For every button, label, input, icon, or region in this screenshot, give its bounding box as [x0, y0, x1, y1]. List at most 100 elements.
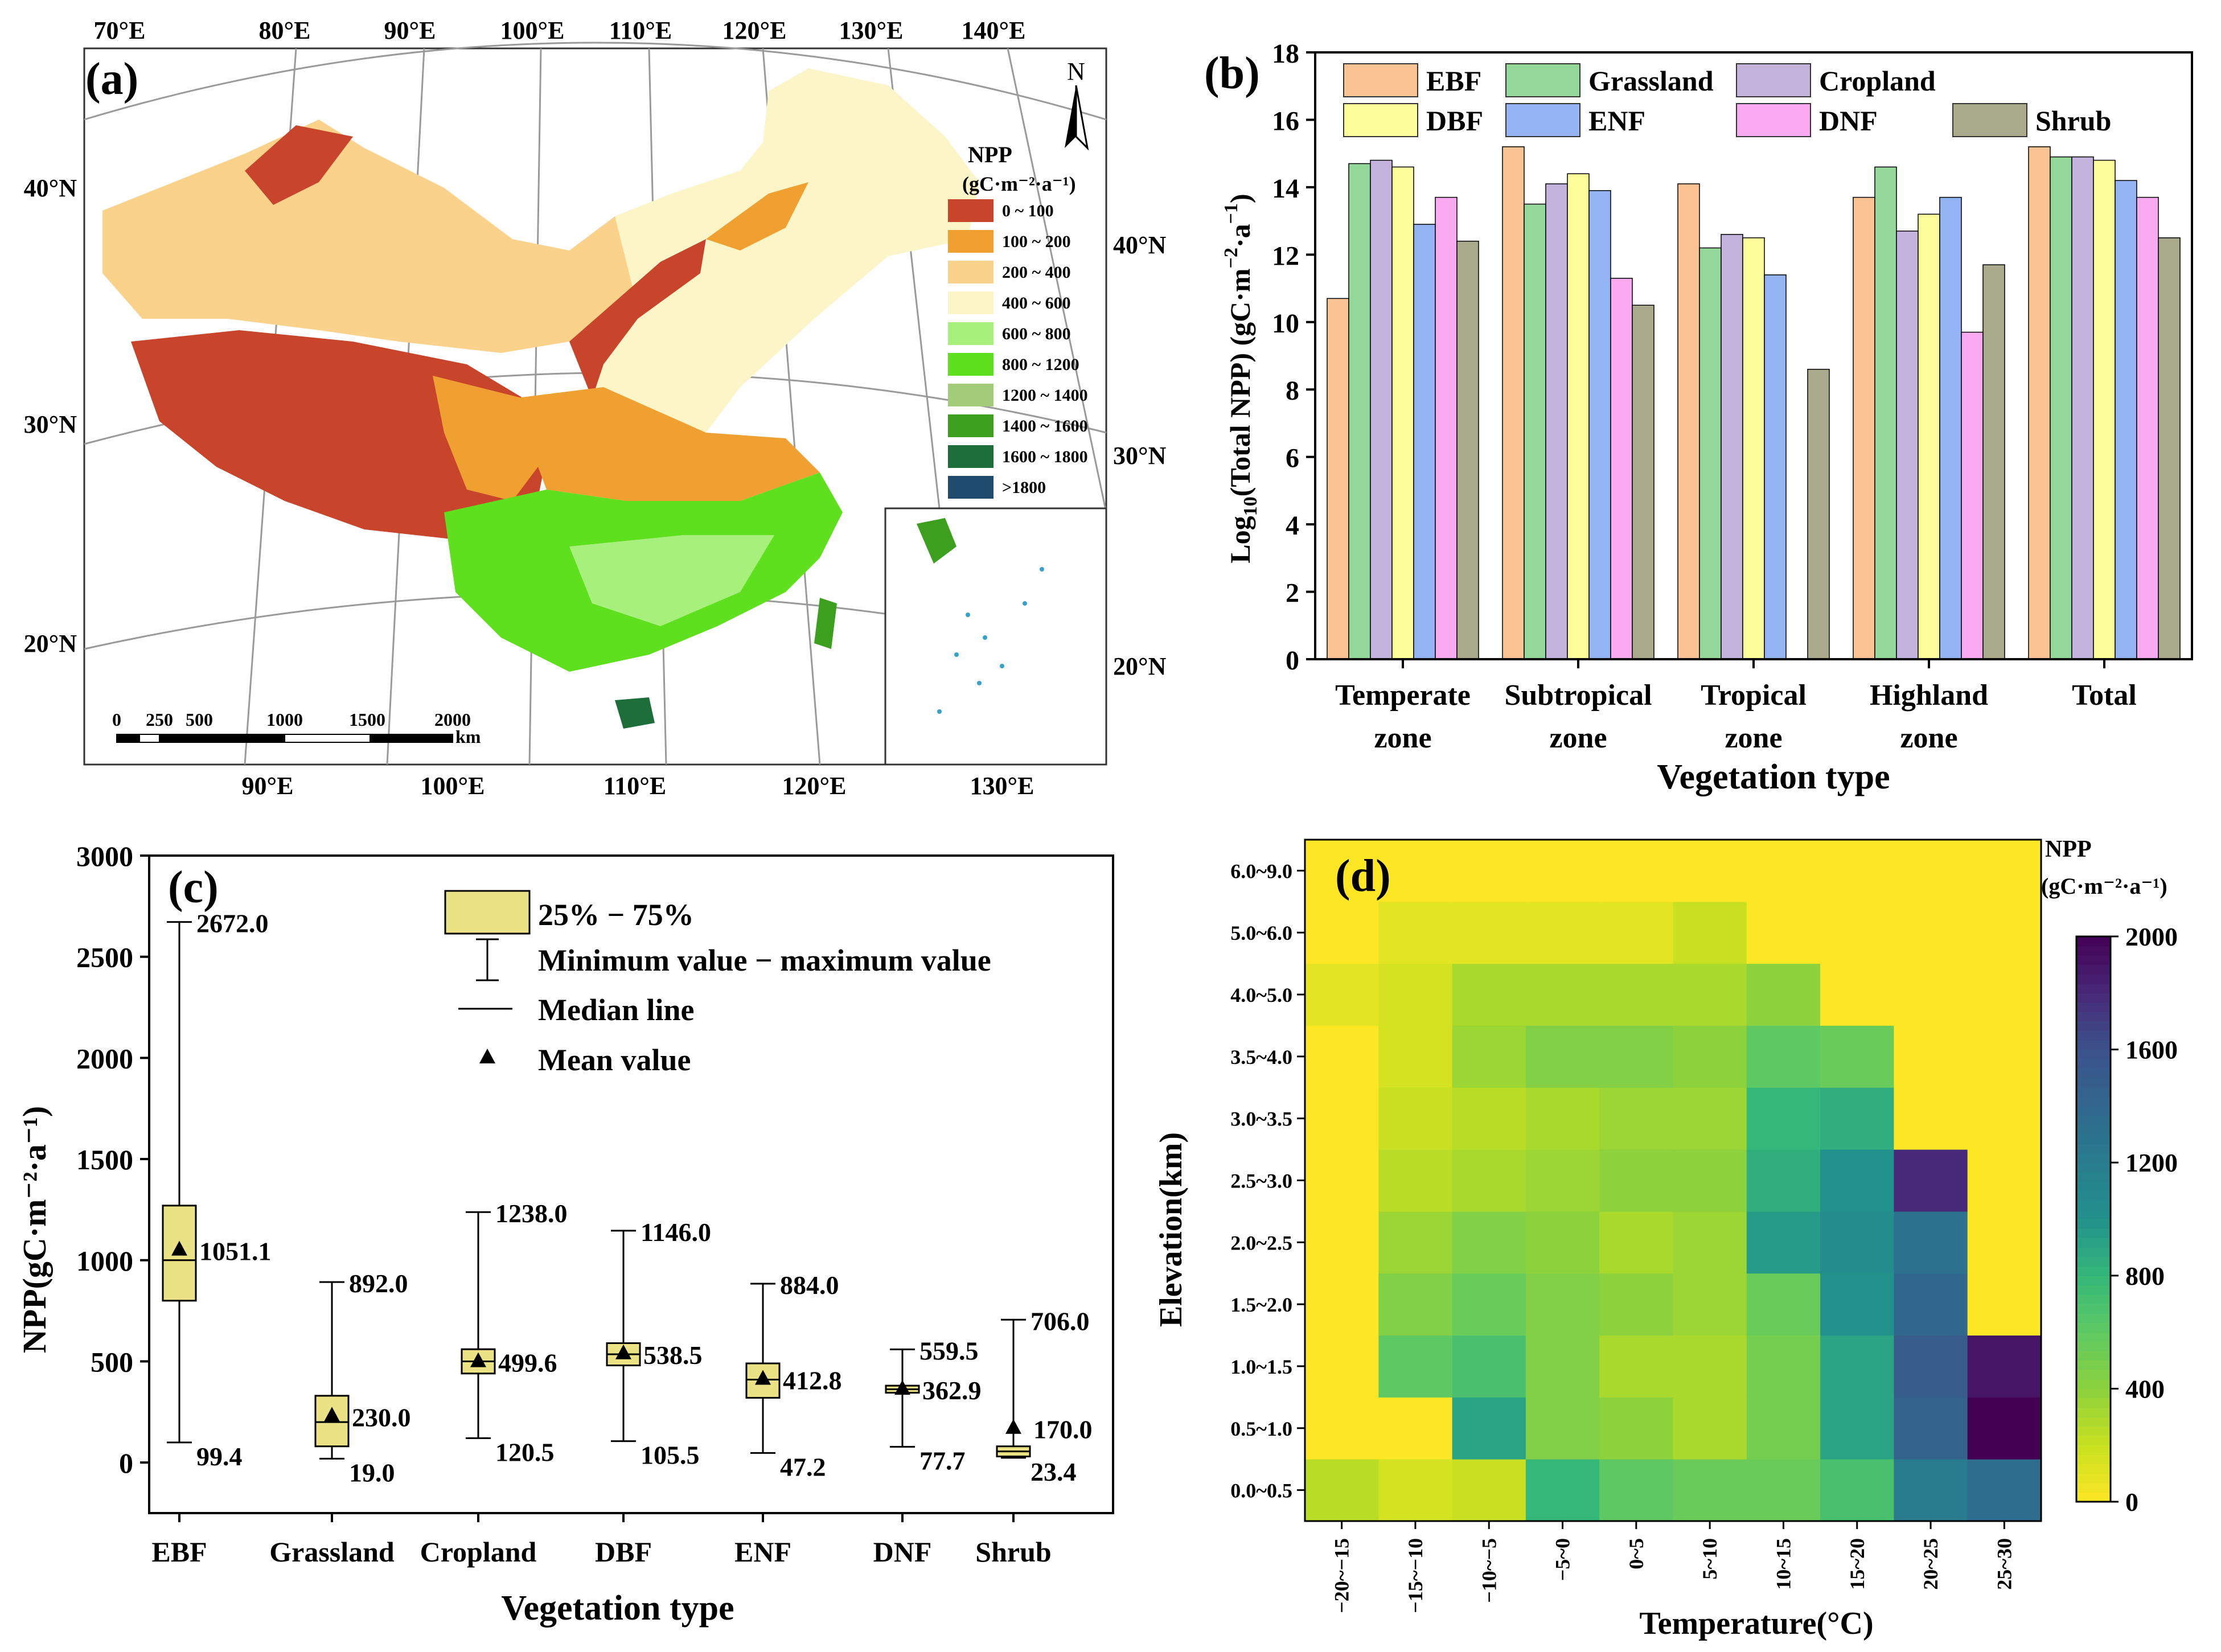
x-tick-label: EBF [151, 1536, 207, 1568]
heatmap-cell [1525, 1273, 1600, 1336]
heatmap-cell [1378, 1335, 1453, 1398]
scale-segment [179, 734, 285, 743]
heatmap-cell [1673, 840, 1747, 902]
longitude-label: 100°E [500, 17, 565, 44]
colorbar-segment [2076, 993, 2111, 1003]
north-arrow-icon: N [1065, 57, 1089, 151]
heatmap-cell [1820, 840, 1894, 902]
legend-label: 1200 ~ 1400 [1002, 386, 1088, 405]
colorbar-segment [2076, 1426, 2111, 1436]
y-tick-label: 1.5~2.0 [1230, 1293, 1292, 1316]
colorbar-segment [2076, 1407, 2111, 1417]
y-tick-label: 6 [1286, 443, 1299, 474]
max-label: 1146.0 [641, 1218, 711, 1247]
y-tick-label: 0.0~0.5 [1230, 1480, 1292, 1502]
bar-dnf [1435, 196, 1458, 660]
heatmap-cell [1525, 840, 1600, 902]
y-tick-label: 14 [1272, 174, 1299, 204]
mean-label: 499.6 [498, 1349, 557, 1378]
bar-dnf [1610, 278, 1633, 660]
heatmap-cell [1452, 840, 1526, 902]
x-tick-label: zone [1900, 722, 1957, 754]
heatmap-cell [1599, 963, 1673, 1026]
colorbar-tick-label: 400 [2125, 1374, 2165, 1403]
heatmap-cell [1525, 1087, 1600, 1150]
colorbar-segment [2076, 1482, 2111, 1493]
longitude-label: 90°E [242, 772, 294, 800]
x-tick-label: Total [2072, 679, 2137, 712]
heatmap-cell [1820, 1087, 1894, 1150]
mean-marker [894, 1380, 910, 1395]
min-label: 105.5 [641, 1441, 700, 1470]
scale-segment [159, 734, 180, 743]
axes: 0 500 1000 1500 2000 2500 3000 EBF Grassland Crop… [76, 840, 1114, 1568]
heatmap-cell [1305, 1149, 1379, 1212]
heatmap-cell [1820, 1459, 1894, 1522]
longitude-label: 130°E [970, 772, 1034, 800]
heatmap-cell [1967, 1025, 2042, 1088]
bar-cropland [1721, 234, 1743, 660]
colorbar-segment [2076, 946, 2111, 956]
panel-a-map: 70°E 80°E 90°E 100°E 110°E 120°E 130°E 140°E 90… [24, 17, 1167, 800]
legend-label: DNF [1819, 105, 1878, 137]
colorbar-segment [2076, 1030, 2111, 1041]
longitude-label: 120°E [722, 17, 787, 44]
heatmap-cell [1305, 1273, 1379, 1336]
heatmap-cell [1967, 1087, 2042, 1150]
colorbar-segment [2076, 1200, 2111, 1210]
longitude-label: 110°E [604, 772, 667, 800]
heatmap-cell [1599, 840, 1673, 902]
bar-dbf [1391, 166, 1414, 660]
heatmap-cell [1452, 901, 1526, 964]
colorbar-segment [2076, 1247, 2111, 1258]
heatmap-cell [1746, 1211, 1821, 1274]
colorbar-segment [2076, 1012, 2111, 1022]
bar-enf [1413, 224, 1436, 660]
bars [1327, 146, 2181, 660]
region-northeast-orange [706, 182, 808, 250]
bar-enf [1939, 196, 1962, 660]
mean-marker [171, 1240, 187, 1256]
heatmap-cell [1673, 901, 1747, 964]
heatmap-cell [1967, 1397, 2042, 1460]
longitude-label: 80°E [259, 17, 311, 44]
legend-swatch [1343, 63, 1418, 97]
y-tick-label: 2000 [76, 1042, 133, 1074]
colorbar-segment [2076, 1360, 2111, 1370]
x-tick-label: Highland [1870, 679, 1988, 712]
scale-tick-label: 250 [146, 709, 173, 730]
heatmap-cell [1894, 1397, 1968, 1460]
x-tick-label: −5~0 [1551, 1538, 1574, 1581]
colorbar-segment [2076, 1153, 2111, 1163]
bar-ebf [1327, 298, 1349, 660]
colorbar-segment [2076, 1417, 2111, 1427]
bar-shrub [1456, 240, 1479, 660]
legend-swatch [1505, 63, 1580, 97]
region-central-orange [512, 387, 820, 501]
heatmap-cell [1305, 1211, 1379, 1274]
colorbar-segment [2076, 1049, 2111, 1059]
colorbar-segment [2076, 1228, 2111, 1239]
region-loess-red [569, 239, 706, 398]
x-axis-label: Vegetation type [501, 1589, 734, 1628]
bar-dbf [1567, 173, 1590, 660]
max-label: 892.0 [349, 1269, 408, 1298]
scale-tick-label: 500 [186, 709, 213, 730]
min-label: 19.0 [349, 1458, 395, 1487]
heatmap-cell [1378, 1459, 1453, 1522]
mean-label: 170.0 [1033, 1415, 1093, 1444]
heatmap-cell [1894, 1273, 1968, 1336]
inset-land [917, 518, 956, 564]
heatmap-cell [1452, 1397, 1526, 1460]
heatmap-cell [1673, 1335, 1747, 1398]
heatmap-cell [1820, 963, 1894, 1026]
y-tick-label: 6.0~9.0 [1230, 860, 1292, 882]
y-tick-label: 500 [91, 1346, 133, 1378]
x-tick-label: 10~15 [1772, 1538, 1795, 1590]
region-south-lightgreen [569, 535, 774, 626]
heatmap-cell [1599, 901, 1673, 964]
top-longitude-labels: 70°E 80°E 90°E 100°E 110°E 120°E 130°E 140°E [94, 17, 1026, 44]
bar-grassland [1874, 166, 1897, 660]
min-label: 77.7 [919, 1446, 966, 1476]
